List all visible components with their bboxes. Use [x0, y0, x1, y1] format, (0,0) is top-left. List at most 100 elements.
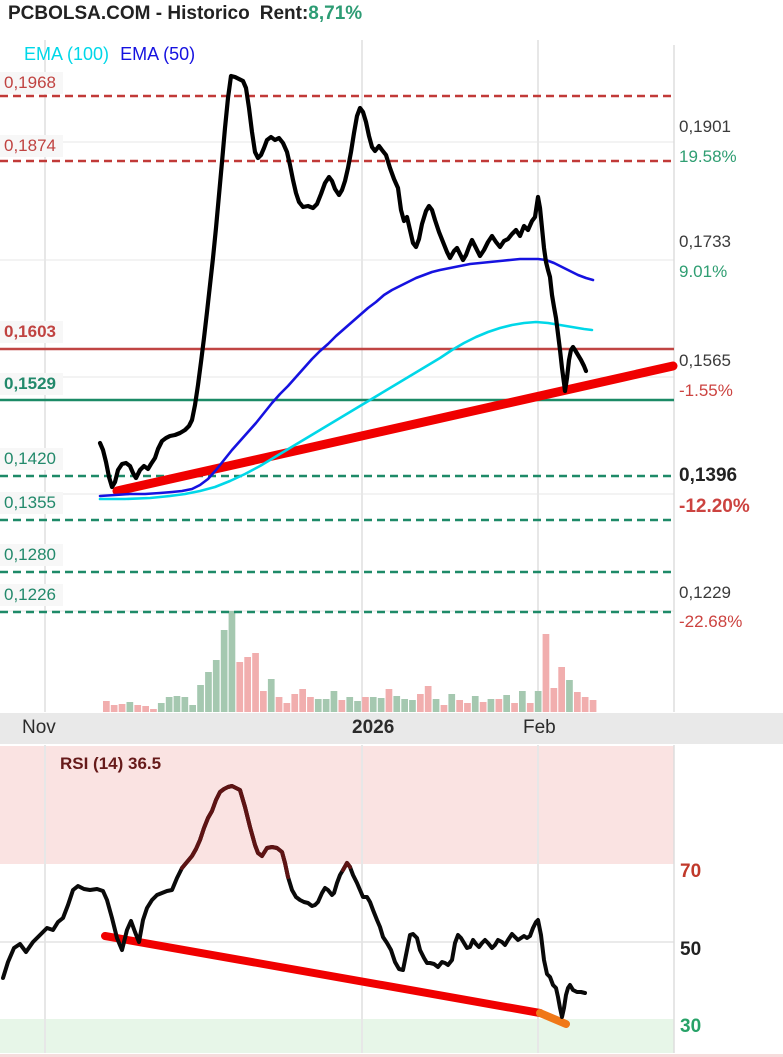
time-axis-label: 2026 [352, 717, 395, 738]
volume-bar [440, 705, 448, 712]
volume-bar [307, 697, 314, 712]
price-line [97, 73, 589, 490]
volume-bar [487, 699, 495, 712]
volume-bar [260, 691, 267, 712]
ema-legend: EMA (100) EMA (50) [24, 44, 201, 65]
volume-bar [401, 699, 408, 712]
volume-bar [173, 696, 181, 712]
volume-bar [283, 703, 291, 712]
volume-bar [157, 703, 165, 712]
volume-bar [417, 694, 424, 712]
rsi-panel: RSI (14) 36.5 70 50 30 [0, 744, 783, 1057]
volume-bar [409, 700, 416, 712]
price-level-label: 0,1226 [0, 584, 63, 606]
volume-bar [134, 705, 142, 712]
rsi-indicator-label: RSI (14) 36.5 [60, 754, 162, 773]
percent-change-label: -22.68% [679, 612, 743, 631]
time-axis-label: Feb [523, 717, 556, 738]
volume-bar [275, 697, 283, 712]
rsi-scale-label-50: 50 [680, 939, 702, 960]
price-level-label: 0,1874 [0, 135, 63, 157]
volume-bar [354, 701, 361, 712]
price-level-label: 0,1355 [0, 492, 63, 514]
volume-bar [142, 706, 149, 712]
volume-bar [385, 689, 393, 712]
rsi-scale-label-70: 70 [680, 861, 702, 882]
volume-bar [369, 697, 377, 712]
volume-bar [197, 685, 204, 712]
page-title: PCBOLSA.COM - Historico Rent:8,71% [8, 3, 362, 25]
rsi-canvas [0, 745, 675, 1053]
price-chart-canvas [0, 40, 678, 712]
price-level-label: 0,1968 [0, 72, 63, 94]
trendline-up [112, 361, 678, 496]
volume-bar [377, 698, 385, 712]
ema100-line [98, 320, 594, 501]
volume-bar [299, 689, 306, 712]
volume-bar [581, 697, 589, 712]
volume-bar [393, 696, 401, 712]
last-price-label: 0,1396 [679, 465, 738, 486]
volume-bar [424, 686, 432, 712]
volume-bar [456, 700, 463, 712]
volume-bar [110, 705, 118, 712]
volume-bar [126, 702, 134, 712]
time-axis-label: Nov [22, 717, 56, 738]
volume-bar [574, 692, 581, 712]
volume-bar [542, 634, 550, 712]
volume-bar [558, 667, 565, 712]
volume-bar [322, 699, 330, 712]
rsi-trendline-tip [536, 1009, 570, 1028]
volume-bar [519, 691, 526, 712]
percent-change-label: 19.58% [679, 147, 737, 166]
volume-bar [228, 611, 236, 712]
volume-bar [448, 694, 456, 712]
volume-bar [346, 697, 354, 712]
ema50-line [98, 257, 595, 498]
volume-bar [181, 697, 189, 712]
rent-value: 8,71% [308, 3, 363, 24]
price-level-label: 0,1280 [0, 544, 63, 566]
volume-bar [526, 703, 534, 712]
price-chart-panel: PCBOLSA.COM - Historico Rent:8,71% EMA (1… [0, 3, 750, 712]
volume-bar [550, 688, 558, 712]
volume-bar [471, 696, 479, 712]
percent-change-label: -12.20% [679, 496, 750, 517]
volume-bar [464, 703, 471, 712]
volume-bar [165, 697, 173, 712]
oversold-zone [0, 1019, 674, 1053]
rsi-scale-label-30: 30 [680, 1016, 702, 1037]
panel-bottom-strip [0, 1054, 783, 1057]
rsi-trendline-down [101, 932, 544, 1017]
volume-bar [479, 702, 487, 712]
volume-bar [103, 701, 110, 712]
volume-bar [566, 680, 573, 712]
volume-bar [589, 700, 597, 712]
volume-bar [220, 630, 228, 712]
volume-bar [534, 691, 542, 712]
last-price-label: 0,1901 [679, 117, 731, 136]
legend-ema-100: EMA (100) [24, 44, 110, 64]
volume-bar [205, 672, 212, 712]
legend-ema-50: EMA (50) [120, 44, 196, 64]
volume-bar [314, 699, 322, 712]
last-price-label: 0,1565 [679, 351, 731, 370]
percent-change-label: 9.01% [679, 262, 728, 281]
last-price-label: 0,1733 [679, 232, 731, 251]
volume-bar [291, 694, 299, 712]
volume-bar [330, 691, 338, 712]
volume-bar [495, 699, 503, 712]
volume-bar [511, 703, 518, 712]
volume-bar [503, 695, 510, 712]
rent-label: Rent: [259, 3, 309, 24]
time-axis-band: Nov 2026 Feb [0, 713, 783, 744]
app-title: PCBOLSA.COM - Historico [8, 3, 250, 24]
volume-bar [189, 705, 196, 712]
rsi-line-overbought [341, 861, 352, 872]
volume-bar [252, 653, 259, 712]
volume-bar [244, 657, 251, 712]
volume-bar [212, 660, 220, 712]
price-level-label: 0,1603 [0, 321, 63, 343]
price-level-label: 0,1529 [0, 373, 63, 395]
